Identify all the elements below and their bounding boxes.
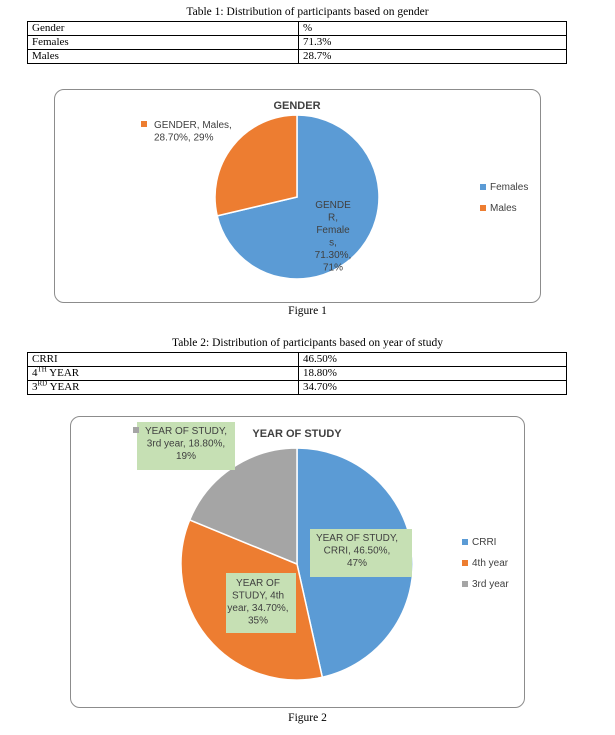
legend-swatch <box>480 205 486 211</box>
gender-pie-chart: GENDER GENDE R,Female s,71.30%, 71% GENDER, M… <box>141 100 528 280</box>
table-cell: 4TH YEAR <box>27 365 299 381</box>
table-row: Males 28.7% <box>27 49 567 64</box>
legend-swatch <box>462 581 468 587</box>
data-label-line: CRRI, 46.50%, <box>324 546 391 557</box>
data-label-line: STUDY, 4th <box>232 591 284 602</box>
data-label: YEAR OF STUDY, 3rd year, 18.80%,19% <box>133 422 235 470</box>
data-label-marker <box>133 427 139 433</box>
data-label-line: R, <box>328 213 338 224</box>
table-cell: Males <box>27 49 299 64</box>
table-row: 3RD YEAR 34.70% <box>27 379 567 395</box>
legend-swatch <box>480 184 486 190</box>
chart-title: GENDER <box>273 100 320 112</box>
legend-entry: CRRI <box>472 537 496 548</box>
legend-entry: 3rd year <box>472 579 509 590</box>
data-label-line: 71% <box>323 263 343 274</box>
data-label: YEAR OF STUDY, CRRI, 46.50%,47% <box>310 529 412 577</box>
table-cell: 18.80% <box>298 366 567 381</box>
row-label-sup: RD <box>37 379 48 388</box>
row-label: CRRI <box>32 353 58 365</box>
table-cell: 34.70% <box>298 380 567 395</box>
data-label-line: 71.30%, <box>315 250 352 261</box>
table-cell: CRRI <box>27 352 299 367</box>
year-table: CRRI 46.50% 4TH YEAR 18.80% 3RD YEAR 34.… <box>27 352 567 395</box>
data-label-line: 28.70%, 29% <box>154 133 214 144</box>
table-cell: Females <box>27 35 299 50</box>
gender-chart: GENDER GENDE R, Female s, 71.30%, 71% GENDER, M… <box>54 89 541 303</box>
row-label: 4 <box>32 367 38 379</box>
data-label-line: 3rd year, 18.80%, <box>147 439 225 450</box>
data-label-line: YEAR OF STUDY, <box>145 426 227 437</box>
table-row: 4TH YEAR 18.80% <box>27 365 567 381</box>
table-cell: 46.50% <box>298 352 567 367</box>
data-label-line: YEAR OF <box>236 578 280 589</box>
year-pie-chart: YEAR OF STUDY YEAR OF STUDY, CRRI, 46.50%,… <box>133 422 509 681</box>
data-label-line: YEAR OF STUDY, <box>316 533 398 544</box>
year-chart: YEAR OF STUDY YEAR OF STUDY, CRRI, 46.50%,… <box>70 416 525 708</box>
table-row: Gender % <box>27 21 567 36</box>
table-cell: 3RD YEAR <box>27 379 299 395</box>
row-label: 3 <box>32 381 38 393</box>
table-cell: % <box>298 21 567 36</box>
data-label-line: year, 34.70%, <box>227 603 288 614</box>
row-label-suffix: YEAR <box>47 381 80 393</box>
table-row: Females 71.3% <box>27 35 567 50</box>
legend-entry: 4th year <box>472 558 509 569</box>
data-label-box <box>310 529 412 577</box>
chart-title: YEAR OF STUDY <box>252 428 342 440</box>
gender-table: Gender % Females 71.3% Males 28.7% <box>27 21 567 64</box>
data-label-line: GENDER, Males, <box>154 120 232 131</box>
data-label-line: GENDE <box>315 200 351 211</box>
data-label-line: 47% <box>347 558 367 569</box>
data-label-line: s, <box>329 238 337 249</box>
data-label: GENDER, Males, 28.70%, 29% <box>141 120 232 144</box>
pie-slice-females <box>216 114 380 280</box>
table2-caption: Table 2: Distribution of participants ba… <box>172 337 443 349</box>
data-label-box <box>226 573 296 633</box>
data-label: GENDE R,Female s,71.30%, 71% <box>315 200 352 274</box>
data-label-line: 35% <box>248 616 268 627</box>
data-label-box <box>137 422 235 470</box>
legend-entry: Males <box>490 203 517 214</box>
row-label-sup: TH <box>37 365 47 374</box>
legend-swatch <box>462 560 468 566</box>
legend-swatch <box>462 539 468 545</box>
legend-entry: Females <box>490 182 528 193</box>
data-label-line: Female <box>316 225 350 236</box>
figure2-caption: Figure 2 <box>288 712 327 724</box>
data-label-line: 19% <box>176 451 196 462</box>
table-cell: Gender <box>27 21 299 36</box>
table-row: CRRI 46.50% <box>27 352 567 367</box>
figure1-caption: Figure 1 <box>288 305 327 317</box>
pie-slice-males <box>214 114 298 217</box>
row-label-suffix: YEAR <box>46 367 80 379</box>
table-cell: 28.7% <box>298 49 567 64</box>
table1-caption: Table 1: Distribution of participants ba… <box>186 6 429 18</box>
table-cell: 71.3% <box>298 35 567 50</box>
data-label-marker <box>141 121 147 127</box>
